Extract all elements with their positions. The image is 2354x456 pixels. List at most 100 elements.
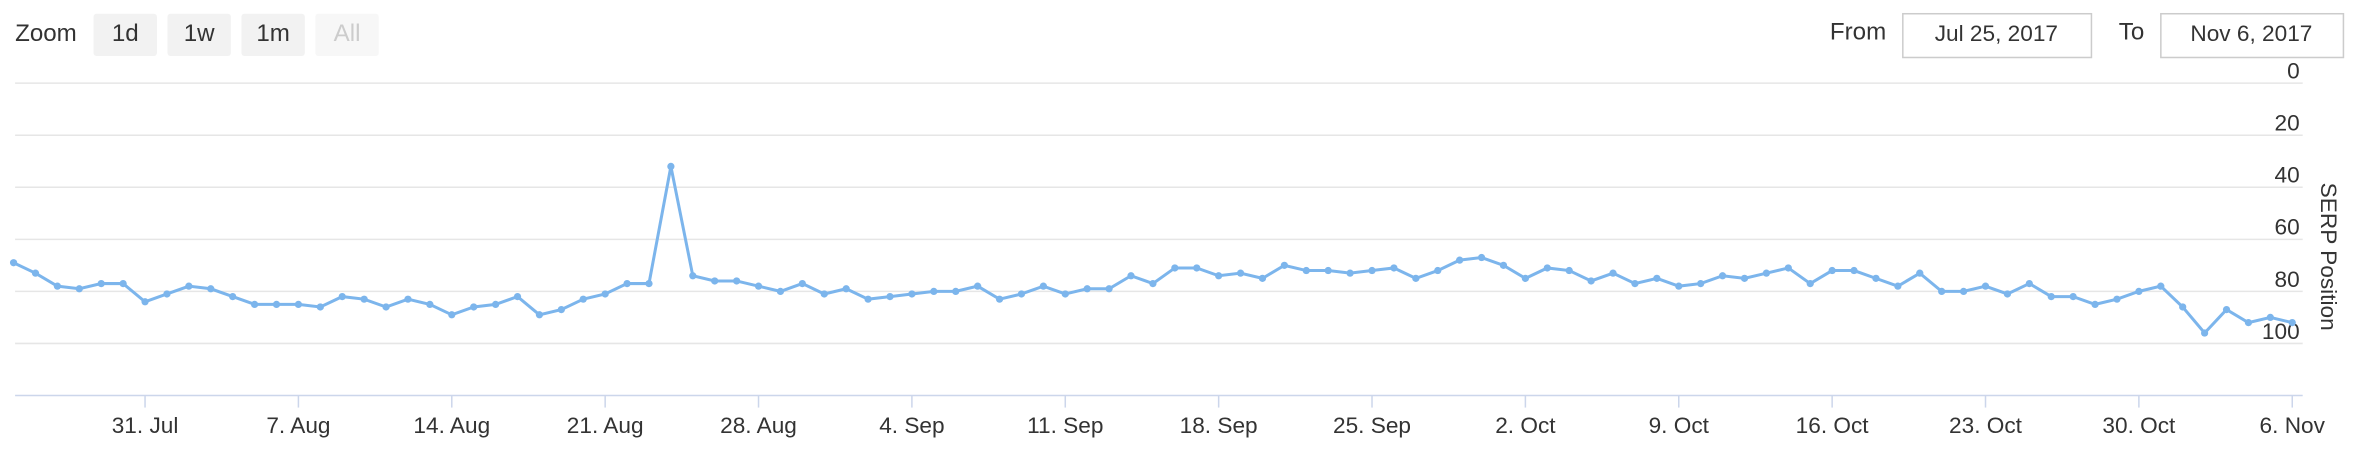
point (1149, 279, 1157, 288)
point (2222, 305, 2231, 314)
zoom-label: Zoom (15, 20, 77, 47)
point (1258, 274, 1267, 282)
zoom-button-label: 1w (184, 20, 215, 47)
point (952, 287, 960, 295)
point (1061, 290, 1069, 298)
point (2091, 300, 2099, 309)
point (1850, 266, 1858, 275)
x-tick-label: 4. Sep (879, 413, 944, 438)
point (382, 303, 390, 311)
point (1543, 264, 1551, 272)
point (426, 300, 434, 309)
point (930, 287, 938, 295)
point (776, 287, 785, 295)
point (1565, 266, 1573, 275)
point (2288, 318, 2296, 327)
to-input[interactable] (2160, 12, 2345, 59)
point (229, 292, 237, 301)
to-value: Nov 6, 2017 (2190, 21, 2312, 46)
point (1434, 266, 1442, 275)
x-tick-label: 7. Aug (266, 413, 330, 438)
point (1215, 272, 1223, 280)
point (645, 279, 653, 288)
y-axis-title: SERP Position (2316, 183, 2341, 331)
point (1916, 269, 1924, 277)
point (1127, 272, 1135, 280)
point (448, 311, 456, 319)
x-tick-label: 31. Jul (112, 413, 179, 438)
x-tick-label: 14. Aug (413, 413, 490, 438)
x-tick-label: 23. Oct (1949, 413, 2023, 438)
x-tick-label: 6. Nov (2260, 413, 2326, 438)
x-tick-label: 28. Aug (720, 413, 797, 438)
x-tick-label: 2. Oct (1495, 413, 1556, 438)
point (2179, 303, 2187, 311)
y-tick-label: 20 (2275, 111, 2300, 136)
point (1499, 261, 1508, 269)
point (842, 285, 850, 293)
point (338, 292, 346, 301)
point (1083, 285, 1091, 293)
point (1806, 279, 1814, 288)
point (185, 282, 193, 290)
point (1193, 264, 1201, 272)
zoom-buttons: 1d 1w 1m All (93, 13, 379, 56)
point (1762, 269, 1771, 277)
zoom-button-label: 1d (112, 20, 139, 47)
point (974, 282, 982, 290)
point (1236, 269, 1245, 277)
point (31, 269, 40, 277)
point (995, 295, 1004, 303)
point (470, 303, 478, 311)
point (2157, 282, 2165, 290)
point (1675, 282, 1683, 290)
point (667, 162, 675, 171)
point (250, 300, 259, 309)
x-tick-label: 18. Sep (1180, 413, 1258, 438)
point (557, 305, 565, 314)
x-tick-label: 11. Sep (1027, 413, 1103, 438)
point (1653, 274, 1661, 282)
y-tick-label: 40 (2275, 163, 2300, 188)
point (1587, 277, 1595, 285)
zoom-button[interactable] (241, 13, 305, 56)
zoom-button[interactable] (167, 13, 231, 56)
point (1631, 279, 1639, 288)
zoom-button (315, 13, 379, 56)
to-label: To (2119, 19, 2144, 46)
point (491, 300, 500, 309)
from-input[interactable] (1902, 12, 2093, 59)
point (820, 290, 828, 298)
zoom-button-label: 1m (256, 20, 290, 47)
point (1872, 274, 1880, 282)
x-tick-label: 21. Aug (567, 413, 644, 438)
point (97, 279, 105, 288)
y-tick-label: 0 (2287, 59, 2300, 84)
x-tick-label: 16. Oct (1796, 413, 1870, 438)
point (513, 292, 522, 301)
point (1609, 269, 1617, 277)
point (1171, 264, 1179, 272)
point (1390, 264, 1398, 272)
series-line (12, 166, 2293, 336)
zoom-button[interactable] (93, 13, 157, 56)
point (9, 259, 18, 267)
point (623, 279, 631, 288)
point (1368, 266, 1376, 275)
point (1521, 274, 1530, 282)
point (1039, 282, 1047, 290)
point (1784, 264, 1792, 272)
from-value: Jul 25, 2017 (1935, 21, 2058, 46)
point (1412, 274, 1420, 282)
point (2135, 287, 2143, 295)
point (1938, 287, 1946, 295)
point (1017, 290, 1026, 298)
point (1456, 256, 1464, 264)
point (886, 292, 894, 301)
point (579, 295, 587, 303)
point (601, 290, 609, 298)
point (1894, 282, 1902, 290)
point (2113, 295, 2121, 303)
